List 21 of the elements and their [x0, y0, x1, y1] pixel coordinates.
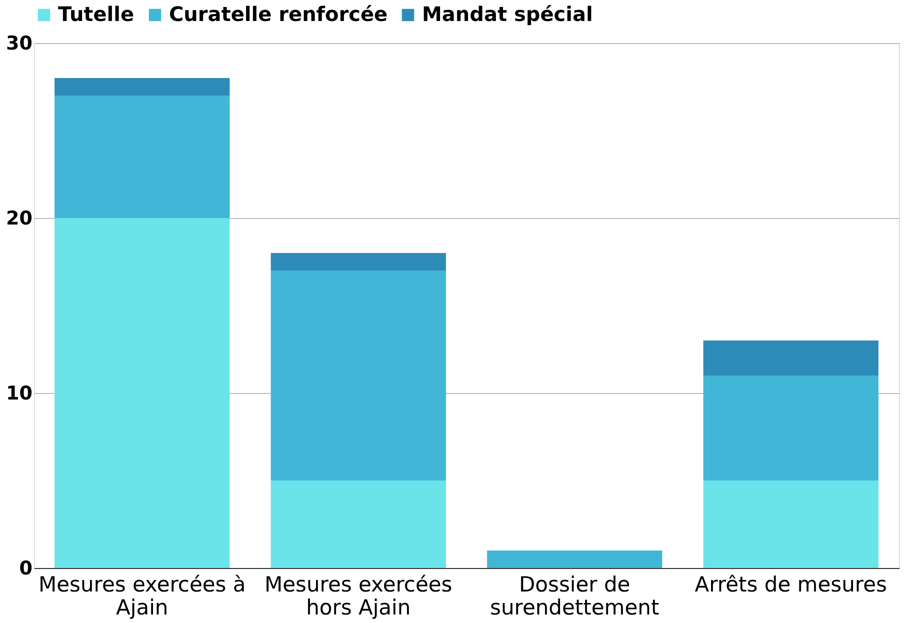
y-tick-label: 30 [6, 32, 32, 54]
bar [270, 270, 446, 480]
bar [703, 340, 878, 376]
bar [703, 376, 878, 480]
bar [487, 550, 662, 568]
y-tick-label: 20 [6, 208, 32, 230]
legend-label: Mandat spécial [422, 2, 593, 26]
bar [703, 480, 878, 568]
x-tick-label: Dossier de surendettement [490, 572, 660, 620]
y-tick-label: 10 [6, 382, 32, 404]
x-tick-label: Mesures exercées hors Ajain [264, 572, 452, 620]
bar [54, 78, 230, 96]
x-tick-label: Mesures exercées à Ajain [38, 572, 246, 620]
bar [270, 253, 446, 270]
legend-label: Tutelle [58, 2, 134, 26]
bar [54, 218, 230, 568]
legend-label: Curatelle renforcée [169, 2, 388, 26]
y-tick-label: 0 [19, 558, 32, 580]
x-tick-label: Arrêts de mesures [694, 572, 887, 596]
bar [54, 96, 230, 218]
bar [270, 480, 446, 568]
